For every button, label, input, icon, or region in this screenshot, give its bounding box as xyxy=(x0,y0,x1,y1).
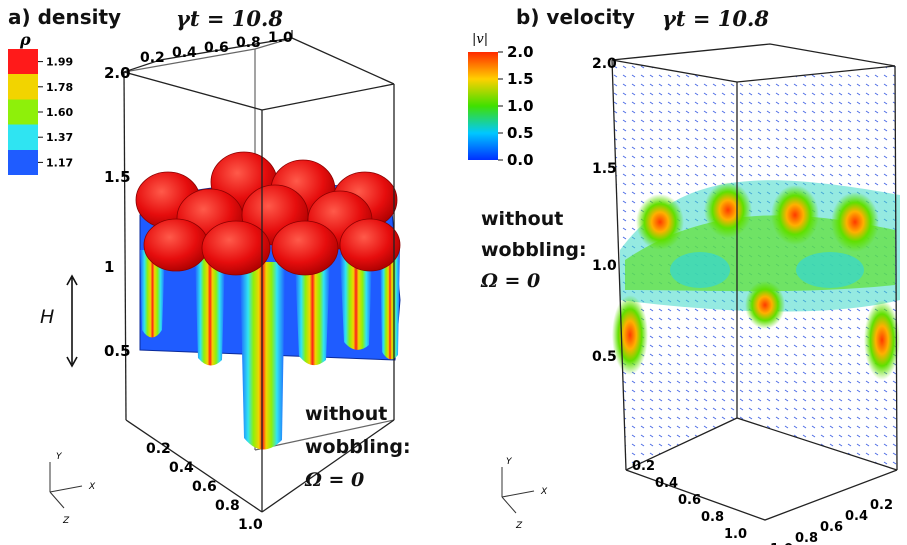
density-colorbar-value: 1.17 xyxy=(46,156,73,169)
density-bottom-tick: 0.8 xyxy=(215,498,240,514)
density-annotation-line: Ω = 0 xyxy=(304,469,364,491)
height-marker-arrow xyxy=(66,274,78,368)
density-bottom-tick: 1.0 xyxy=(238,517,263,533)
velocity-bottom-left-tick: 1.0 xyxy=(724,527,747,542)
velocity-box-edges xyxy=(611,43,898,521)
velocity-annotation: without wobbling: Ω = 0 xyxy=(480,208,587,292)
density-left-tick: 2.0 xyxy=(104,64,131,82)
density-left-tick: 1 xyxy=(104,258,114,276)
velocity-annotation-line: Ω = 0 xyxy=(480,270,540,292)
density-colorbar-value: 1.78 xyxy=(46,81,73,94)
velocity-bottom-left-tick: 0.4 xyxy=(655,476,678,491)
triad-x-label: X xyxy=(88,482,96,492)
density-bottom-tick: 0.2 xyxy=(146,441,171,457)
density-colorbar-value: 1.37 xyxy=(46,131,73,144)
panel-b-label: b) velocity xyxy=(516,5,635,29)
density-left-tick: 0.5 xyxy=(104,342,131,360)
velocity-colorbar-value: 1.0 xyxy=(507,97,534,115)
velocity-bottom-right-tick: 0.4 xyxy=(845,509,868,524)
density-left-tick: 1.5 xyxy=(104,168,131,186)
velocity-colorbar-value: 0.0 xyxy=(507,151,534,169)
triad-z-label-b: Z xyxy=(515,521,523,531)
velocity-structure xyxy=(612,180,900,380)
triad-y-label: Y xyxy=(56,452,63,462)
velocity-bottom-right-tick: 1.0 xyxy=(770,542,793,545)
density-axes-triad: Y X Z xyxy=(49,452,96,526)
velocity-colorbar-bar xyxy=(468,52,498,160)
density-colorbar-title: ρ xyxy=(19,30,31,49)
velocity-bottom-left-tick: 0.8 xyxy=(701,510,724,525)
velocity-left-tick: 1.5 xyxy=(592,161,617,177)
velocity-colorbar-value: 0.5 xyxy=(507,124,534,142)
velocity-left-tick: 1.0 xyxy=(592,258,617,274)
velocity-left-tick: 0.5 xyxy=(592,349,617,365)
density-colorbar-value: 1.60 xyxy=(46,106,73,119)
density-colorbar-bar xyxy=(8,49,38,175)
density-annotation-line: wobbling: xyxy=(305,436,411,458)
velocity-colorbar-title: |v| xyxy=(472,32,488,47)
density-box-front xyxy=(123,30,395,513)
density-annotation-line: without xyxy=(305,403,387,425)
triad-z-label: Z xyxy=(62,516,70,526)
density-top-tick: 0.2 xyxy=(140,50,165,66)
velocity-annotation-line: wobbling: xyxy=(481,239,587,261)
triad-y-label-b: Y xyxy=(506,457,513,467)
density-colorbar: ρ 1.99 1.78 1.60 1.37 1.17 xyxy=(8,30,73,175)
density-bottom-tick: 0.4 xyxy=(169,460,194,476)
panel-b-time: γt = 10.8 xyxy=(662,6,769,31)
velocity-bottom-left-tick: 0.2 xyxy=(632,459,655,474)
density-top-tick: 0.4 xyxy=(172,45,197,61)
velocity-left-tick: 2.0 xyxy=(592,56,617,72)
density-axis-ticks: 0.2 0.4 0.6 0.8 1.0 2.0 1.5 1 0.5 0.2 0.4 0.6 0.8 1.0 xyxy=(104,30,293,533)
velocity-annotation-line: without xyxy=(481,208,563,230)
triad-x-label-b: X xyxy=(540,487,548,497)
velocity-axis-ticks: 2.01.51.00.50.20.40.60.81.00.20.40.60.81… xyxy=(592,56,893,545)
density-colorbar-value: 1.99 xyxy=(46,56,73,69)
density-annotation: without wobbling: Ω = 0 xyxy=(304,403,411,491)
velocity-bottom-right-tick: 0.8 xyxy=(795,531,818,545)
panel-a-time: γt = 10.8 xyxy=(176,6,283,31)
density-top-tick: 1.0 xyxy=(268,30,293,46)
panel-velocity: b) velocity γt = 10.8 |v| 2.0 1.5 1.0 0.5 0.… xyxy=(468,5,900,545)
height-marker-label: H xyxy=(40,306,54,328)
density-top-tick: 0.6 xyxy=(204,40,229,56)
density-bottom-tick: 0.6 xyxy=(192,479,217,495)
velocity-bottom-left-tick: 0.6 xyxy=(678,493,701,508)
density-structure xyxy=(135,151,401,450)
velocity-colorbar-value: 1.5 xyxy=(507,70,534,88)
density-top-tick: 0.8 xyxy=(236,35,261,51)
panel-density: a) density γt = 10.8 ρ 1.99 1.78 1.60 1.37 1… xyxy=(8,5,411,533)
velocity-bottom-right-tick: 0.2 xyxy=(870,498,893,513)
velocity-axes-triad: Y X Z xyxy=(501,457,548,531)
velocity-bottom-right-tick: 0.6 xyxy=(820,520,843,535)
velocity-colorbar-value: 2.0 xyxy=(507,43,534,61)
velocity-colorbar: |v| 2.0 1.5 1.0 0.5 0.0 xyxy=(468,32,534,169)
panel-a-label: a) density xyxy=(8,5,121,29)
